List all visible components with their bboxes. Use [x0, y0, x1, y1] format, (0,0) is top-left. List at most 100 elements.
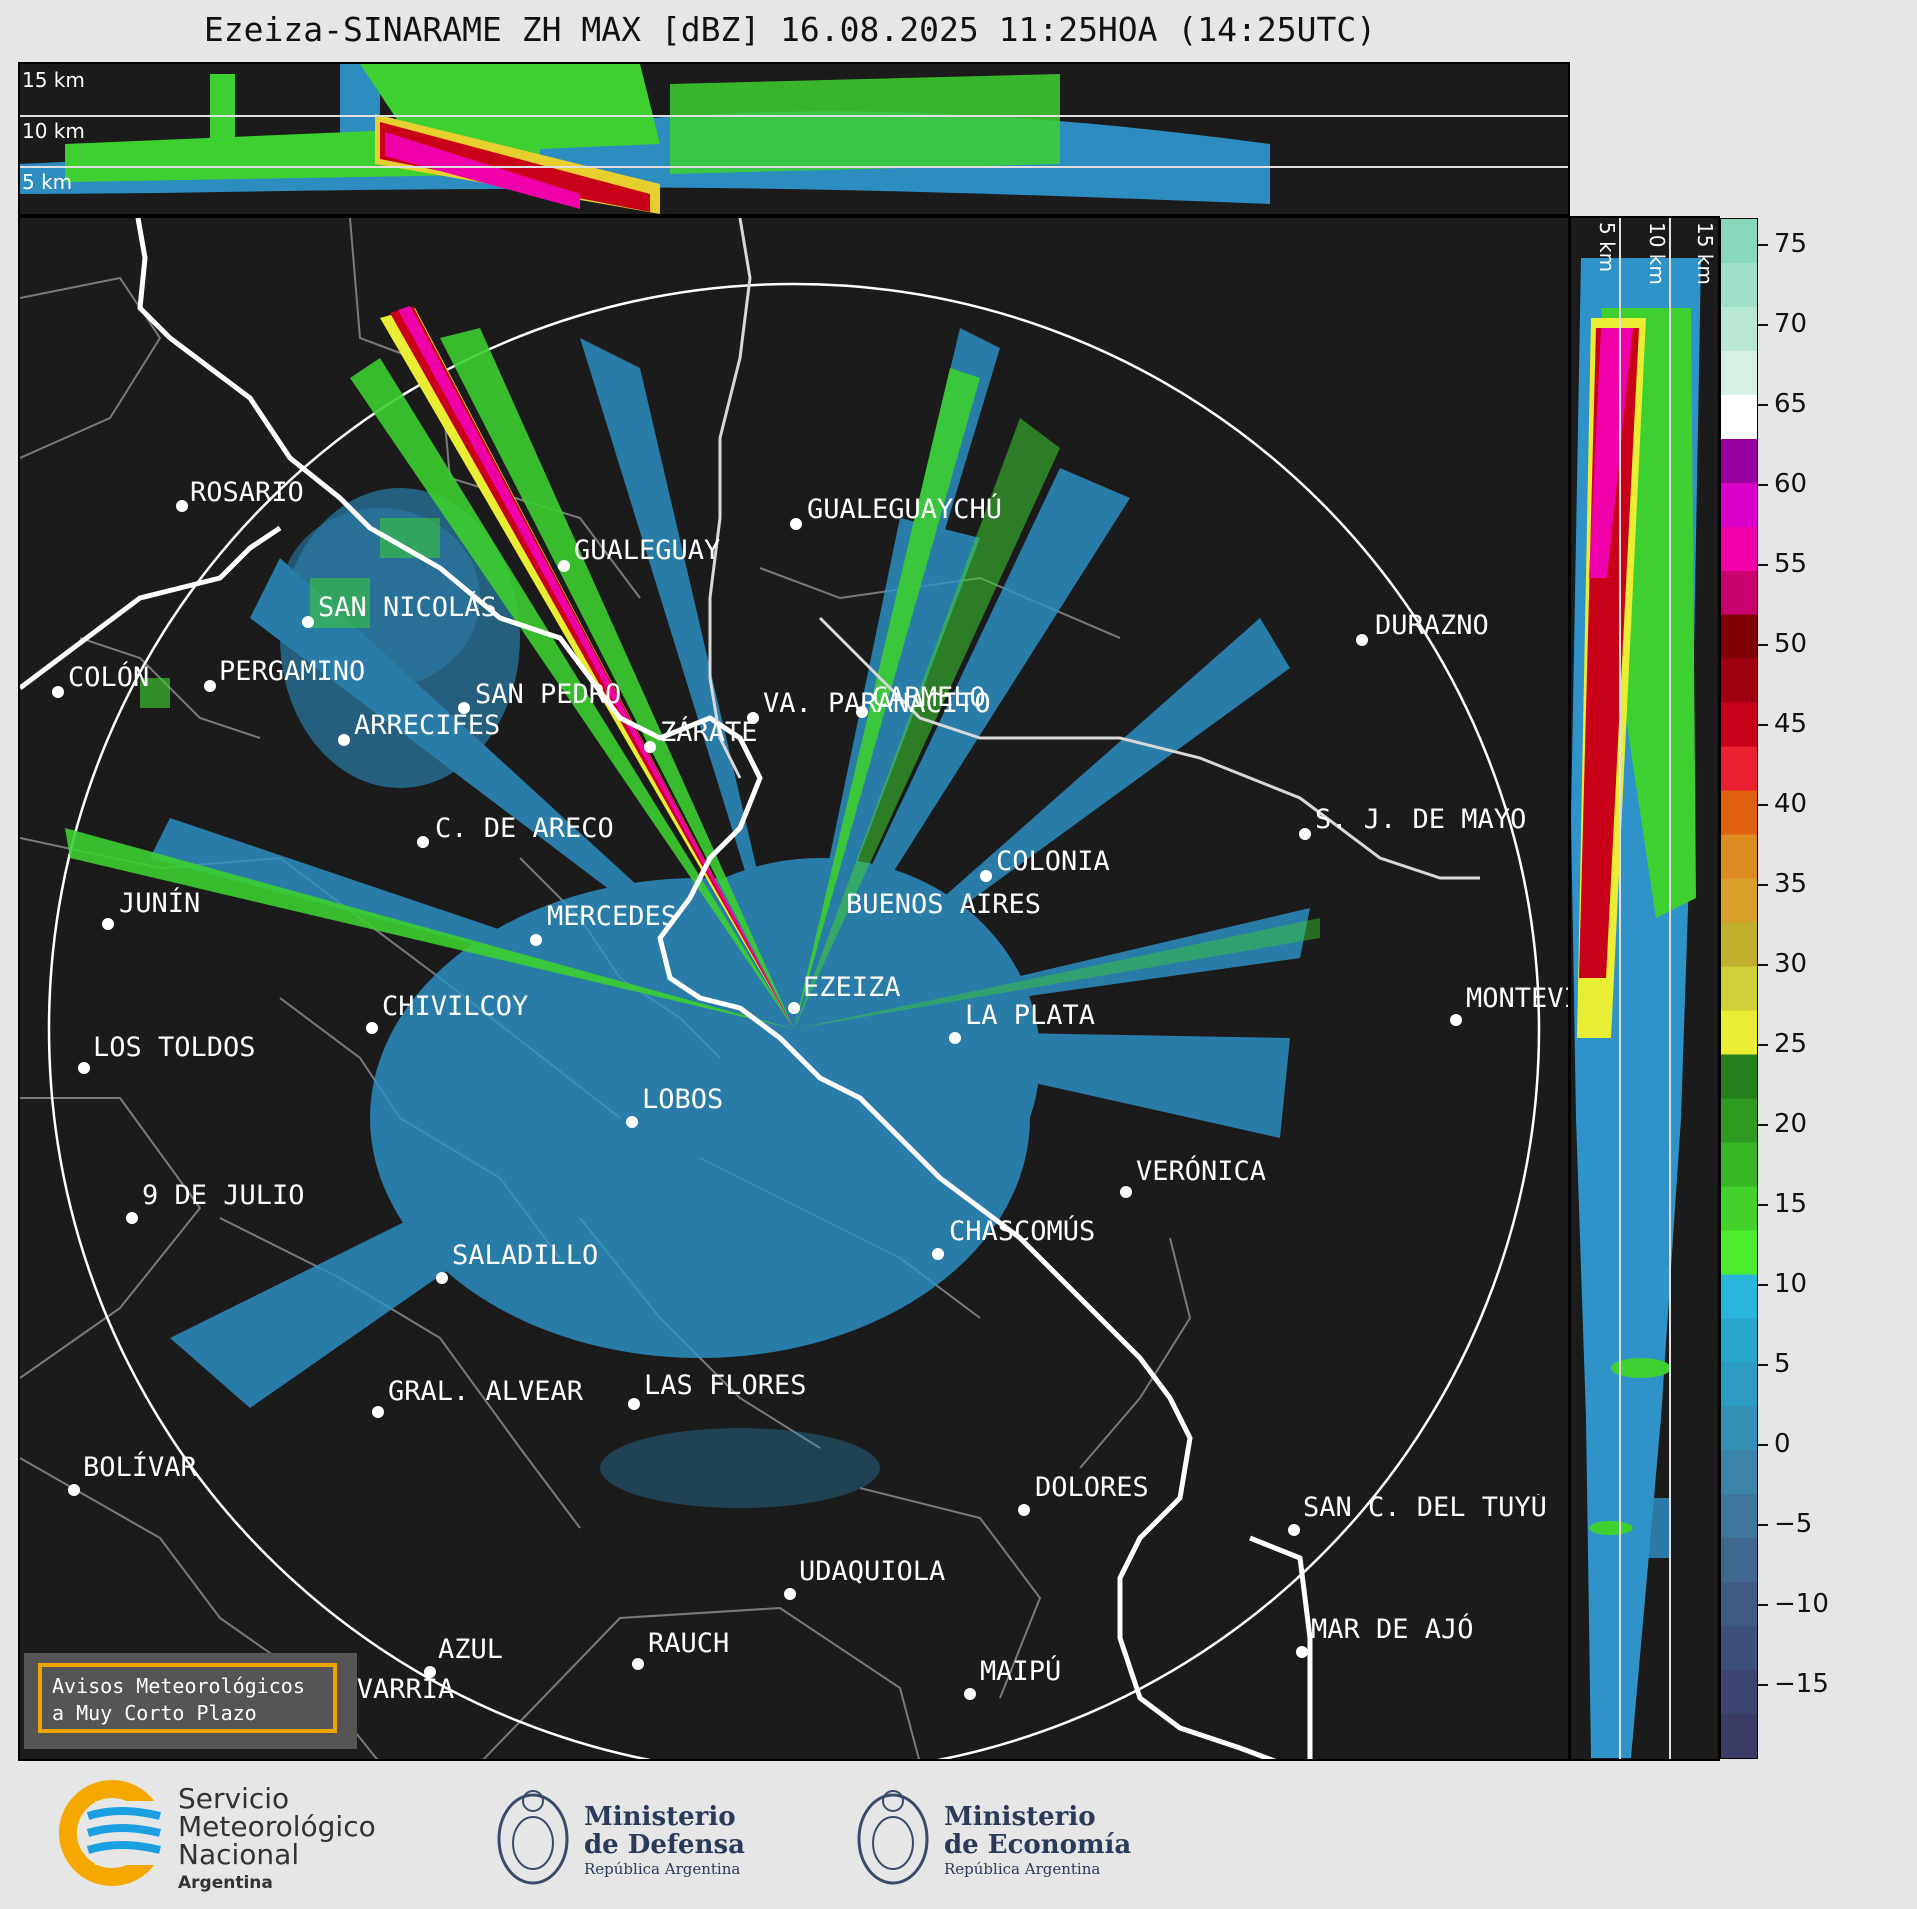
colorbar-tick: [1758, 1284, 1768, 1286]
city-dot: [338, 734, 350, 746]
city-label-bolivar: BOLÍVAR: [83, 1452, 197, 1483]
city-label-va-paranacito: VA. PARANACITO: [763, 688, 991, 719]
city-dot: [372, 1406, 384, 1418]
colorbar-tick-label: 10: [1774, 1269, 1808, 1299]
city-label-junin: JUNÍN: [119, 888, 201, 919]
city-dot: [176, 500, 188, 512]
city-dot: [78, 1062, 90, 1074]
city-label-durazno: DURAZNO: [1375, 610, 1489, 641]
colorbar-tick: [1758, 1604, 1768, 1606]
city-dot: [126, 1212, 138, 1224]
altitude-label-5km: 5 km: [22, 170, 73, 194]
city-dot: [102, 918, 114, 930]
smn-name: Servicio Meteorológico Nacional Argentin…: [178, 1785, 376, 1897]
city-dot: [932, 1248, 944, 1260]
economia-line2: de Economía: [944, 1830, 1132, 1860]
economia-name: Ministerio de Economía República Argenti…: [944, 1803, 1131, 1879]
city-label-gualeguaychu: GUALEGUAYCHÚ: [807, 494, 1003, 525]
colorbar-tick-label: 35: [1774, 869, 1808, 899]
defensa-line1: Ministerio: [584, 1802, 736, 1832]
city-label-colonia: COLONIA: [996, 846, 1110, 877]
city-dot: [790, 518, 802, 530]
economia-coat-of-arms-icon: [857, 1790, 929, 1885]
colorbar-tick-label: −10: [1774, 1589, 1829, 1619]
altitude-vline-10km: [1669, 218, 1671, 1759]
city-label-arrecifes: ARRECIFES: [354, 710, 501, 741]
city-label-san-pedro: SAN PEDRO: [475, 679, 622, 710]
city-dot: [1299, 828, 1311, 840]
colorbar-tick-label: 40: [1774, 789, 1808, 819]
defensa-name: Ministerio de Defensa República Argentin…: [584, 1803, 745, 1879]
city-dot: [1018, 1504, 1030, 1516]
side-altitude-label-15km: 15 km: [1693, 222, 1717, 285]
colorbar-tick: [1758, 404, 1768, 406]
city-label-mar-de-ajo: MAR DE AJÓ: [1311, 1614, 1474, 1645]
city-dot: [436, 1272, 448, 1284]
city-dot: [1450, 1014, 1462, 1026]
altitude-line-10km: [20, 166, 1568, 168]
city-label-maipu: MAIPÚ: [980, 1656, 1062, 1687]
smn-line3: Nacional: [178, 1838, 300, 1871]
side-altitude-label-5km: 5 km: [1595, 222, 1619, 273]
city-label-ezeiza: EZEIZA: [803, 972, 901, 1003]
city-dot: [632, 1658, 644, 1670]
side-altitude-label-10km: 10 km: [1645, 222, 1669, 285]
city-label-montevideo: MONTEVIDEO: [1466, 985, 1568, 1012]
colorbar-tick: [1758, 1204, 1768, 1206]
smn-line2: Meteorológico: [178, 1810, 376, 1843]
colorbar-tick-label: 25: [1774, 1029, 1808, 1059]
city-dot: [949, 1032, 961, 1044]
city-dot: [52, 686, 64, 698]
city-dot: [788, 1002, 800, 1014]
colorbar-tick: [1758, 1364, 1768, 1366]
colorbar-tick: [1758, 1444, 1768, 1446]
smn-logo-icon: [59, 1780, 175, 1886]
colorbar-tick-label: 5: [1774, 1349, 1791, 1379]
city-label-dolores: DOLORES: [1035, 1472, 1149, 1503]
colorbar-tick-label: 75: [1774, 229, 1808, 259]
colorbar-tick: [1758, 1684, 1768, 1686]
radar-range-circle: [47, 282, 1541, 1759]
colorbar-tick: [1758, 724, 1768, 726]
colorbar-tick: [1758, 964, 1768, 966]
colorbar-tick: [1758, 1044, 1768, 1046]
colorbar-tick-label: 65: [1774, 389, 1808, 419]
colorbar-tick-label: 50: [1774, 629, 1808, 659]
city-dot: [964, 1688, 976, 1700]
coastline: [20, 218, 1313, 1759]
city-dot: [1288, 1524, 1300, 1536]
city-label-lobos: LOBOS: [642, 1084, 724, 1115]
river-lines: [708, 218, 1480, 880]
defensa-line2: de Defensa: [584, 1830, 745, 1860]
city-label-la-plata: LA PLATA: [965, 1000, 1096, 1031]
altitude-label-10km: 10 km: [22, 119, 85, 143]
colorbar-tick-label: 30: [1774, 949, 1808, 979]
city-label-c-de-areco: C. DE ARECO: [435, 813, 614, 844]
altitude-vline-5km: [1619, 218, 1621, 1759]
colorbar-tick-label: 20: [1774, 1109, 1808, 1139]
avisos-line1: Avisos Meteorológicos: [52, 1674, 305, 1698]
city-label-las-flores: LAS FLORES: [644, 1370, 807, 1401]
colorbar-tick-label: 70: [1774, 309, 1808, 339]
colorbar-tick-label: 15: [1774, 1189, 1808, 1219]
city-label-chivilcoy: CHIVILCOY: [382, 991, 529, 1022]
city-dot: [1356, 634, 1368, 646]
colorbar-tick-label: 60: [1774, 469, 1808, 499]
altitude-line-15km: [20, 115, 1568, 117]
avisos-link[interactable]: Avisos Meteorológicos a Muy Corto Plazo: [24, 1653, 357, 1749]
city-dot: [424, 1666, 436, 1678]
city-dot: [458, 702, 470, 714]
colorbar-tick: [1758, 1124, 1768, 1126]
colorbar-tick: [1758, 804, 1768, 806]
city-label-gral-alvear: GRAL. ALVEAR: [388, 1376, 584, 1407]
city-label-colon: COLÓN: [68, 662, 150, 693]
side-echo-core: [1577, 318, 1646, 1038]
radar-echo-strong: [380, 306, 794, 1029]
city-label-9-de-julio: 9 DE JULIO: [142, 1180, 305, 1211]
city-label-mercedes: MERCEDES: [547, 901, 678, 932]
city-label-azul: AZUL: [438, 1634, 504, 1665]
city-label-san-nicolas: SAN NICOLÁS: [318, 592, 497, 623]
city-dot: [302, 616, 314, 628]
city-dot: [558, 560, 570, 572]
colorbar-tick: [1758, 1524, 1768, 1526]
